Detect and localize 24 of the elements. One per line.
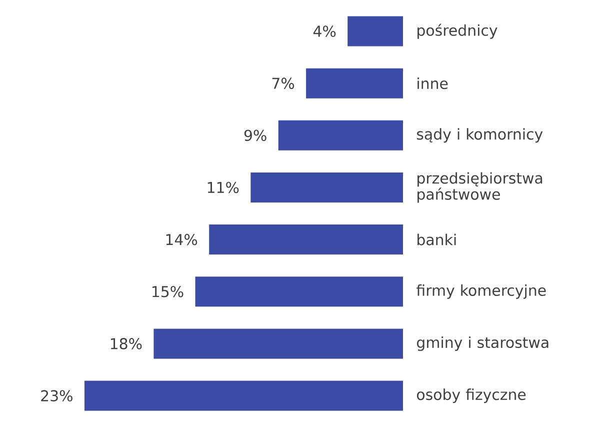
y-tick-label: osoby fizyczne bbox=[417, 388, 526, 403]
data-label: 23% bbox=[41, 390, 72, 402]
y-tick-label: inne bbox=[418, 78, 448, 90]
data-label: 4% bbox=[313, 26, 336, 37]
data-label: 9% bbox=[244, 130, 266, 142]
data-label: 15% bbox=[152, 286, 184, 298]
bar bbox=[306, 68, 403, 98]
y-tick-label: gminy i starostwa bbox=[417, 336, 548, 351]
bar bbox=[209, 224, 403, 255]
bar bbox=[154, 328, 403, 359]
y-tick-label: przedsiębiorstwa państwowe bbox=[418, 172, 542, 203]
y-tick-label: banki bbox=[418, 234, 456, 246]
y-tick-label: pośrednicy bbox=[418, 24, 498, 39]
data-label: 7% bbox=[272, 78, 294, 89]
y-tick-label: sądy i komornicy bbox=[416, 128, 543, 143]
bar bbox=[84, 380, 403, 411]
bar bbox=[278, 120, 403, 150]
bar bbox=[348, 16, 403, 46]
bar bbox=[195, 276, 403, 307]
bar bbox=[250, 172, 403, 202]
data-label: 14% bbox=[166, 234, 198, 246]
data-label: 11% bbox=[208, 182, 239, 194]
data-label: 18% bbox=[110, 338, 142, 350]
y-tick-label: firmy komercyjne bbox=[416, 284, 546, 299]
